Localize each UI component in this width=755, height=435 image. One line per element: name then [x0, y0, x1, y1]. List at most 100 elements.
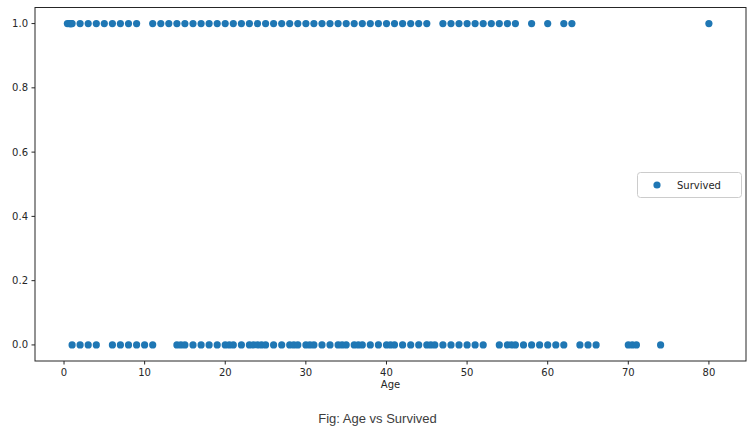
data-point: [480, 20, 487, 27]
data-point: [584, 341, 591, 348]
data-point: [173, 20, 180, 27]
data-point: [407, 341, 414, 348]
data-point: [633, 341, 640, 348]
data-point: [238, 20, 245, 27]
data-point: [383, 20, 390, 27]
legend-marker-dot-icon: [653, 181, 660, 188]
data-point: [560, 341, 567, 348]
data-point: [464, 20, 471, 27]
data-point: [335, 20, 342, 27]
data-point: [326, 341, 333, 348]
data-point: [447, 341, 454, 348]
data-point: [359, 341, 366, 348]
data-point: [560, 20, 567, 27]
data-point: [544, 341, 551, 348]
data-point: [286, 20, 293, 27]
scatter-points: [64, 20, 713, 349]
data-point: [206, 20, 213, 27]
data-point: [222, 20, 229, 27]
data-point: [262, 341, 269, 348]
data-point: [528, 20, 535, 27]
data-point: [278, 20, 285, 27]
data-point: [528, 341, 535, 348]
data-point: [431, 341, 438, 348]
data-point: [415, 20, 422, 27]
data-point: [472, 20, 479, 27]
data-point: [214, 341, 221, 348]
data-point: [310, 20, 317, 27]
data-point: [270, 20, 277, 27]
data-point: [318, 341, 325, 348]
data-point: [447, 20, 454, 27]
data-point: [439, 341, 446, 348]
data-point: [149, 20, 156, 27]
data-point: [544, 20, 551, 27]
data-point: [423, 20, 430, 27]
data-point: [455, 341, 462, 348]
data-point: [254, 20, 261, 27]
legend-label: Survived: [677, 180, 721, 191]
data-point: [399, 20, 406, 27]
data-point: [455, 20, 462, 27]
data-point: [262, 20, 269, 27]
data-point: [343, 341, 350, 348]
data-point: [512, 20, 519, 27]
data-point: [552, 341, 559, 348]
y-tick-label: 0.6: [12, 147, 28, 158]
x-axis-label: Age: [381, 379, 400, 390]
data-point: [230, 341, 237, 348]
data-point: [246, 20, 253, 27]
data-point: [399, 341, 406, 348]
y-tick-label: 0.2: [12, 275, 28, 286]
data-point: [101, 20, 108, 27]
data-point: [439, 20, 446, 27]
data-point: [415, 341, 422, 348]
data-point: [576, 341, 583, 348]
y-tick-label: 0.4: [12, 211, 28, 222]
data-point: [93, 20, 100, 27]
data-point: [157, 20, 164, 27]
y-tick-label: 0.0: [12, 339, 28, 350]
data-point: [133, 341, 140, 348]
x-tick-label: 30: [299, 367, 312, 378]
x-tick-label: 70: [622, 367, 635, 378]
data-point: [93, 341, 100, 348]
data-point: [705, 20, 712, 27]
data-point: [359, 20, 366, 27]
data-point: [318, 20, 325, 27]
data-point: [181, 20, 188, 27]
x-tick-label: 20: [219, 367, 232, 378]
data-point: [326, 20, 333, 27]
data-point: [294, 341, 301, 348]
data-point: [496, 20, 503, 27]
y-tick-label: 0.8: [12, 82, 28, 93]
data-point: [343, 20, 350, 27]
data-point: [214, 20, 221, 27]
data-point: [181, 341, 188, 348]
data-point: [189, 341, 196, 348]
data-point: [77, 20, 84, 27]
data-point: [206, 341, 213, 348]
x-tick-label: 0: [61, 367, 67, 378]
data-point: [657, 341, 664, 348]
data-point: [109, 20, 116, 27]
data-point: [391, 341, 398, 348]
data-point: [480, 341, 487, 348]
x-axis-ticks: 01020304050607080: [61, 361, 715, 378]
data-point: [472, 341, 479, 348]
figure: 0.00.20.40.60.81.0 01020304050607080 Age…: [0, 0, 755, 435]
data-point: [77, 341, 84, 348]
data-point: [504, 20, 511, 27]
y-axis-ticks: 0.00.20.40.60.81.0: [12, 18, 35, 350]
x-tick-label: 80: [703, 367, 716, 378]
data-point: [117, 20, 124, 27]
x-tick-label: 60: [541, 367, 554, 378]
data-point: [310, 341, 317, 348]
data-point: [278, 341, 285, 348]
data-point: [109, 341, 116, 348]
data-point: [464, 341, 471, 348]
data-point: [568, 20, 575, 27]
data-point: [125, 20, 132, 27]
data-point: [238, 341, 245, 348]
data-point: [407, 20, 414, 27]
